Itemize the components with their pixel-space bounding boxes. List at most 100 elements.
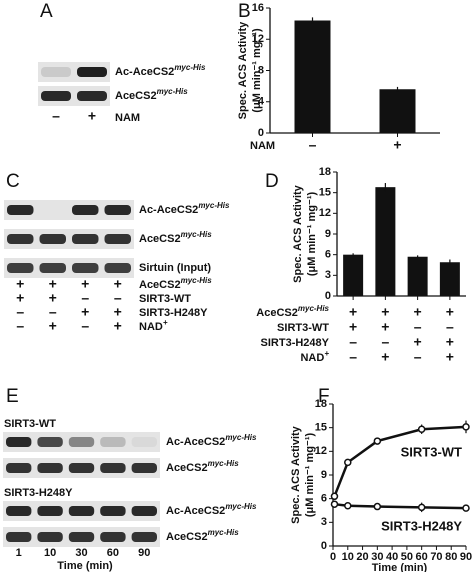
series-marker bbox=[373, 437, 382, 445]
label-main: AceCS2 bbox=[139, 233, 181, 245]
lane-label: 10 bbox=[44, 547, 56, 559]
series-marker bbox=[330, 500, 339, 508]
blot-band bbox=[72, 263, 99, 273]
x-tick-label: + bbox=[393, 137, 401, 153]
y-tick-label: 6 bbox=[325, 249, 331, 261]
x-tick-label: 60 bbox=[416, 551, 428, 563]
series-marker bbox=[373, 502, 382, 511]
label-sup: myc-His bbox=[225, 433, 257, 442]
x-tick-label: 80 bbox=[445, 551, 457, 563]
lane-label: 60 bbox=[107, 547, 119, 559]
blot-band bbox=[100, 506, 126, 516]
condition-sign: + bbox=[446, 334, 454, 350]
series-marker bbox=[344, 458, 352, 467]
lane-label: 30 bbox=[75, 547, 87, 559]
label-sup: + bbox=[163, 318, 168, 327]
condition-name: NAD+ bbox=[139, 318, 168, 333]
blot-band bbox=[6, 463, 32, 473]
condition-sign: + bbox=[16, 276, 24, 292]
series-marker bbox=[462, 504, 470, 512]
x-tick-label: 20 bbox=[356, 551, 368, 563]
x-tick-label: 30 bbox=[371, 551, 383, 563]
y-tick-label: 6 bbox=[321, 493, 327, 505]
blot-label: AceCS2myc-His bbox=[115, 87, 188, 102]
bar bbox=[407, 256, 428, 296]
label-main: AceCS2 bbox=[166, 462, 208, 474]
blot-band bbox=[39, 234, 66, 244]
y-axis-label: Spec. ACS Activity bbox=[292, 184, 304, 282]
label-main: Ac-AceCS2 bbox=[166, 505, 225, 517]
series-label: SIRT3-WT bbox=[401, 444, 462, 459]
condition-name: SIRT3-WT bbox=[139, 293, 191, 305]
blot-band bbox=[39, 263, 66, 273]
lane-sign: – bbox=[52, 108, 60, 124]
bar bbox=[379, 89, 416, 133]
blot-band bbox=[104, 263, 131, 273]
condition-sign: – bbox=[81, 290, 89, 306]
condition-sign: + bbox=[414, 334, 422, 350]
y-axis-units: (μM min⁻¹ mg⁻¹) bbox=[304, 433, 316, 518]
label-main: AceCS2 bbox=[115, 90, 157, 102]
y-tick-label: 12 bbox=[252, 33, 264, 45]
label-sup: myc-His bbox=[225, 502, 257, 511]
blot-label: Sirtuin (Input) bbox=[139, 262, 211, 274]
series-marker bbox=[330, 492, 339, 501]
y-tick-label: 0 bbox=[321, 540, 327, 552]
series-marker bbox=[462, 423, 470, 431]
condition-sign: + bbox=[446, 304, 454, 320]
label-main: SIRT3-WT bbox=[277, 322, 329, 334]
lane-label: NAM bbox=[115, 112, 140, 124]
condition-name: NAD+ bbox=[300, 349, 329, 364]
blot-band bbox=[100, 437, 126, 447]
label-sup: myc-His bbox=[157, 87, 189, 96]
label-sup: myc-His bbox=[198, 201, 230, 210]
panel-letter: D bbox=[265, 171, 279, 192]
label-main: SIRT3-WT bbox=[139, 293, 191, 305]
label-sup: myc-His bbox=[181, 230, 213, 239]
condition-sign: + bbox=[81, 276, 89, 292]
blot-label: Ac-AceCS2myc-His bbox=[166, 433, 257, 448]
panel-letter: F bbox=[318, 386, 330, 407]
label-main: AceCS2 bbox=[256, 307, 298, 319]
blot-band bbox=[72, 234, 99, 244]
x-axis-label: NAM bbox=[250, 140, 275, 152]
blot-label: AceCS2myc-His bbox=[166, 528, 239, 543]
condition-sign: – bbox=[414, 319, 422, 335]
blot-band bbox=[68, 506, 95, 516]
condition-name: AceCS2myc-His bbox=[256, 304, 329, 319]
axis-label: Time (min) bbox=[57, 560, 113, 572]
lane-sign: + bbox=[88, 108, 96, 124]
label-sup: myc-His bbox=[208, 528, 240, 537]
y-tick-label: 4 bbox=[258, 96, 265, 108]
condition-sign: + bbox=[349, 304, 357, 320]
lane-label: 90 bbox=[138, 547, 150, 559]
blot-band bbox=[100, 463, 126, 473]
y-tick-label: 12 bbox=[315, 445, 327, 457]
blot-label: Ac-AceCS2myc-His bbox=[139, 201, 230, 216]
blot-band bbox=[37, 532, 63, 542]
condition-sign: + bbox=[381, 349, 389, 365]
y-axis-label: Spec. ACS Activity bbox=[237, 21, 249, 119]
blot-band bbox=[77, 91, 107, 101]
blot-band bbox=[68, 532, 95, 542]
x-tick-label: 10 bbox=[342, 551, 354, 563]
blot-band bbox=[37, 437, 63, 447]
condition-name: SIRT3-H248Y bbox=[139, 307, 208, 319]
y-axis-label: Spec. ACS Activity bbox=[290, 425, 302, 523]
y-tick-label: 9 bbox=[325, 228, 331, 240]
bar bbox=[439, 262, 460, 296]
blot-band bbox=[131, 532, 157, 542]
y-tick-label: 15 bbox=[319, 187, 331, 199]
condition-name: AceCS2myc-His bbox=[139, 276, 212, 291]
x-tick-label: 40 bbox=[386, 551, 398, 563]
blot-band bbox=[100, 532, 126, 542]
bar bbox=[343, 254, 364, 296]
blot-band bbox=[6, 532, 32, 542]
x-axis-label: Time (min) bbox=[372, 562, 428, 572]
label-main: Ac-AceCS2 bbox=[166, 436, 225, 448]
condition-sign: – bbox=[49, 304, 57, 320]
condition-sign: + bbox=[381, 304, 389, 320]
y-tick-label: 12 bbox=[319, 207, 331, 219]
series-line bbox=[333, 425, 467, 497]
blot-band bbox=[7, 205, 34, 215]
